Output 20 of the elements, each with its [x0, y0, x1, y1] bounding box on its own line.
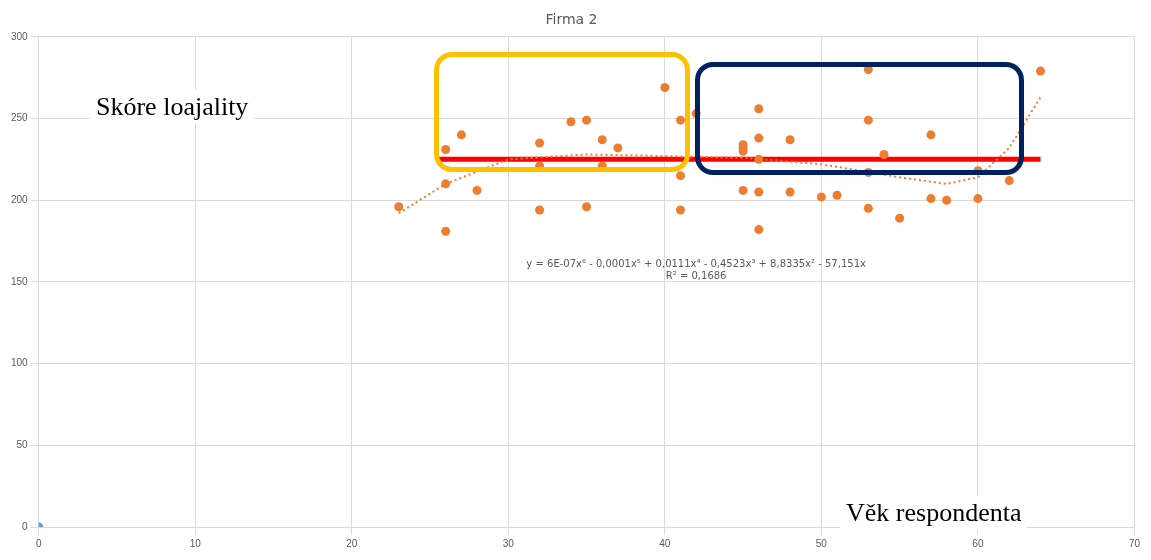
y-tick-label: 0: [22, 520, 29, 532]
annotation: R² = 0,1686: [665, 270, 727, 282]
y-tick-label: 50: [16, 439, 29, 451]
x-tick-label: 50: [815, 537, 828, 549]
x-tick-label: 20: [346, 537, 358, 549]
x-tick-label: 70: [1128, 537, 1141, 549]
x-tick-label: 60: [972, 537, 984, 549]
y-tick-label: 200: [11, 193, 29, 205]
x-tick-label: 40: [659, 537, 671, 549]
chart-title: Firma 2: [545, 11, 598, 28]
y-tick-label: 100: [11, 357, 29, 369]
x-tick-label: 30: [502, 537, 515, 549]
y-tick-label: 300: [11, 30, 29, 42]
annotation: y = 6E-07x⁶ - 0,0001x⁵ + 0,0111x⁴ - 0,4523x³ + 8,8335x² - 57,151x: [526, 258, 866, 270]
y-tick-label: 150: [11, 275, 29, 287]
x-tick-label: 10: [189, 537, 202, 549]
y-axis-title: Skóre loajality: [90, 90, 255, 124]
x-axis-title: Věk respondenta: [840, 496, 1028, 530]
x-tick-label: 0: [35, 537, 42, 549]
y-tick-label: 250: [11, 112, 29, 124]
